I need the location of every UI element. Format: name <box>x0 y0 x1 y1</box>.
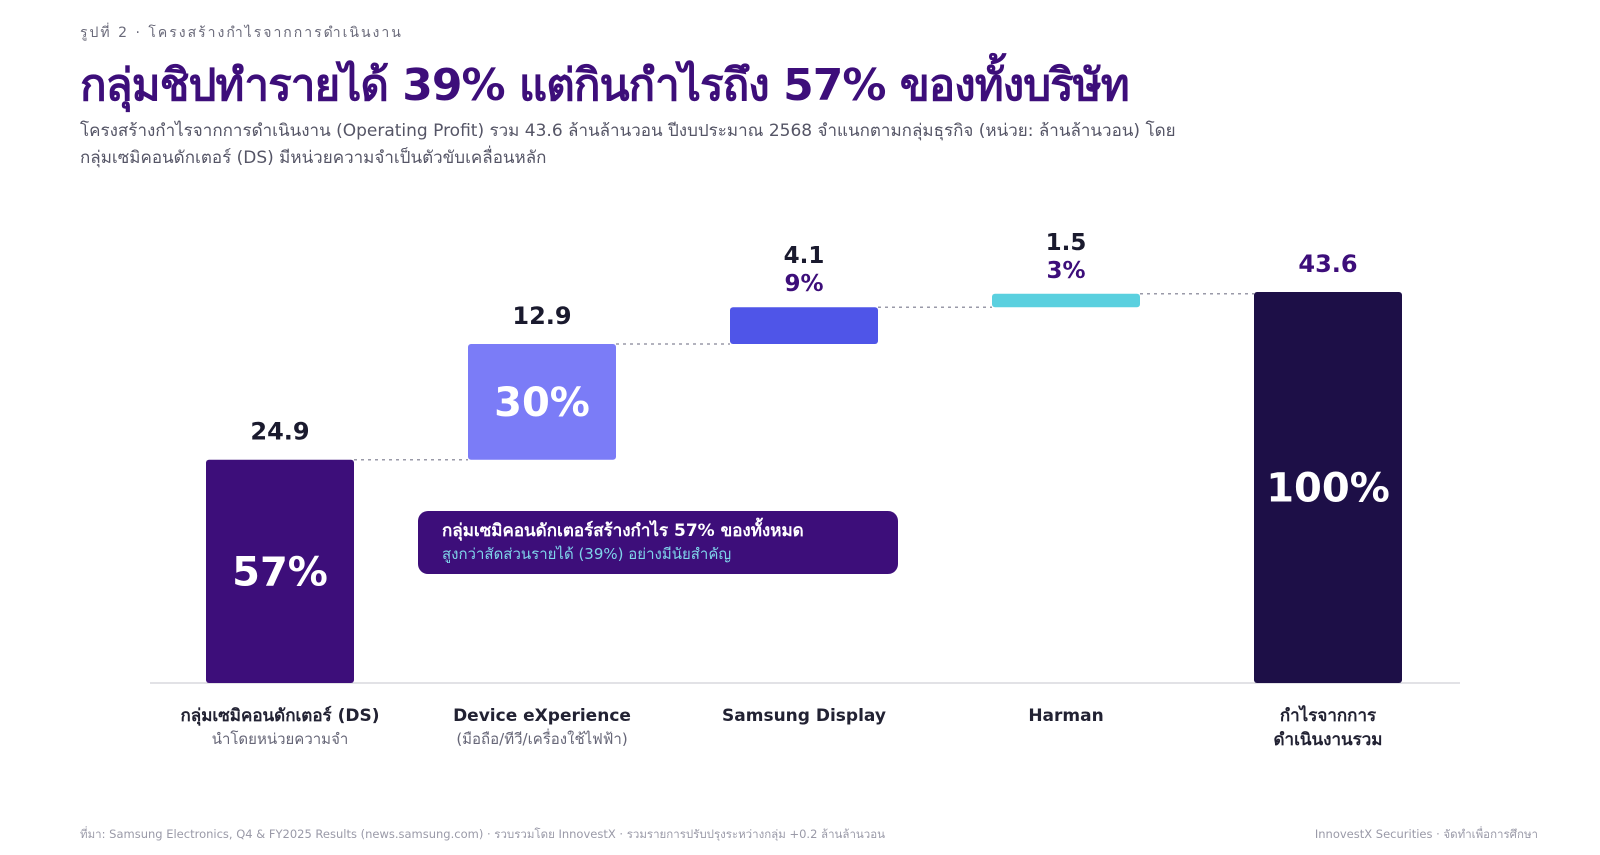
category-label-1: Device eXperience (มือถือ/ทีวี/เครื่องใช้… <box>417 704 667 750</box>
bar-3 <box>992 293 1140 308</box>
bar-share-label-3: 3% <box>1046 258 1085 284</box>
page-title: กลุ่มชิปทำรายได้ 39% แต่กินกำไรถึง 57% ข… <box>80 60 1130 111</box>
page-subtitle: โครงสร้างกำไรจากการดำเนินงาน (Operating … <box>80 121 1176 168</box>
credit-footnote: InnovestX Securities · จัดทำเพื่อการศึกษ… <box>1314 827 1538 841</box>
category-name: กำไรจากการ ดำเนินงานรวม <box>1273 706 1383 750</box>
callout-sub-text: สูงกว่าสัดส่วนรายได้ (39%) อย่างมีนัยสำค… <box>442 545 732 563</box>
bar-share-label-2: 9% <box>784 271 823 297</box>
bar-value-label-3: 1.5 <box>1046 230 1087 256</box>
bar-share-label-0: 57% <box>232 549 328 595</box>
callout-main-text: กลุ่มเซมิคอนดักเตอร์สร้างกำไร 57% ของทั้… <box>442 521 804 541</box>
bar-1 <box>468 344 616 460</box>
category-name: Device eXperience <box>453 706 631 726</box>
bar-2 <box>730 307 878 345</box>
figure-kicker: รูปที่ 2 · โครงสร้างกำไรจากการดำเนินงาน <box>80 25 403 41</box>
category-name: กลุ่มเซมิคอนดักเตอร์ (DS) <box>180 706 380 726</box>
category-label-3: Harman <box>941 704 1191 728</box>
bar-share-label-1: 30% <box>494 380 590 426</box>
bar-value-label-1: 12.9 <box>512 302 571 330</box>
highlight-callout: กลุ่มเซมิคอนดักเตอร์สร้างกำไร 57% ของทั้… <box>418 511 898 574</box>
category-label-2: Samsung Display <box>679 704 929 728</box>
category-name: Samsung Display <box>722 706 886 726</box>
bar-4 <box>1254 292 1402 683</box>
category-subtitle: (มือถือ/ทีวี/เครื่องใช้ไฟฟ้า) <box>456 730 628 748</box>
bar-0 <box>206 459 354 683</box>
category-label-4: กำไรจากการ ดำเนินงานรวม <box>1203 704 1453 752</box>
bar-share-label-4: 100% <box>1266 466 1390 512</box>
bar-value-label-4: 43.6 <box>1298 250 1357 278</box>
category-name: Harman <box>1028 706 1104 726</box>
source-footnote: ที่มา: Samsung Electronics, Q4 & FY2025 … <box>80 827 885 841</box>
bar-value-label-2: 4.1 <box>784 243 825 269</box>
category-subtitle: นำโดยหน่วยความจำ <box>211 730 349 748</box>
category-label-0: กลุ่มเซมิคอนดักเตอร์ (DS) นำโดยหน่วยความจ… <box>155 704 405 750</box>
bar-value-label-0: 24.9 <box>250 418 309 446</box>
